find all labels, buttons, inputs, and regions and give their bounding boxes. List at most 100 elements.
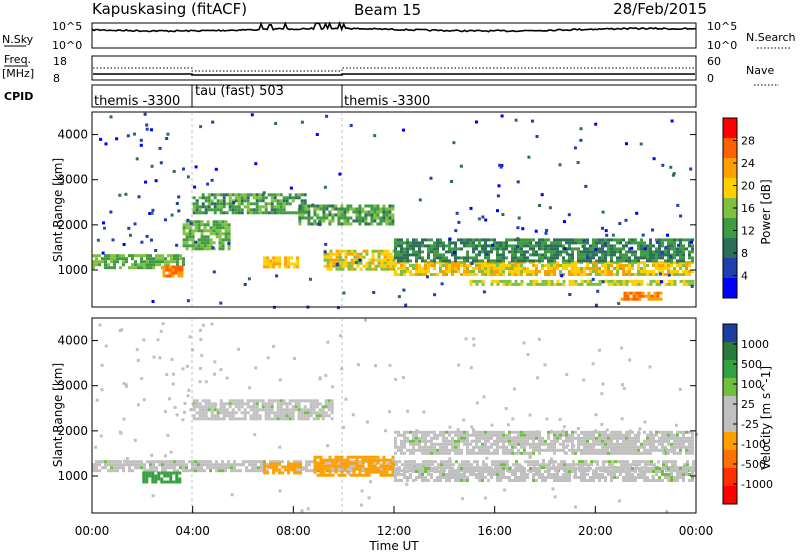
- echo-cell: [346, 219, 350, 223]
- echo-cell: [255, 193, 259, 197]
- echo-cell: [523, 241, 526, 245]
- echo-cell: [560, 463, 563, 467]
- echo-cell: [589, 436, 592, 440]
- echo-cell: [504, 407, 508, 410]
- echo-cell: [466, 250, 469, 254]
- echo-cell: [304, 204, 308, 208]
- echo-cell: [655, 267, 658, 270]
- echo-cell: [508, 270, 511, 273]
- echo-cell: [595, 238, 598, 242]
- colorbar-tick-label: 100: [741, 378, 762, 391]
- echo-cell: [640, 267, 643, 270]
- echo-cell: [361, 461, 365, 465]
- echo-cell: [496, 451, 499, 455]
- echo-cell: [370, 207, 374, 211]
- echo-cell: [341, 267, 345, 271]
- echo-cell: [667, 241, 670, 245]
- echo-cell: [374, 267, 378, 271]
- echo-cell: [331, 216, 335, 220]
- echo-cell: [249, 414, 253, 418]
- echo-cell: [553, 436, 556, 440]
- echo-cell: [550, 247, 553, 251]
- echo-cell: [658, 430, 661, 434]
- echo-cell: [547, 476, 550, 479]
- echo-cell: [652, 433, 655, 437]
- echo-cell: [556, 439, 559, 443]
- echo-cell: [478, 451, 481, 455]
- echo-cell: [544, 282, 548, 286]
- echo-cell: [358, 219, 362, 223]
- echo-cell: [219, 405, 223, 409]
- echo-cell: [394, 270, 397, 273]
- echo-cell: [601, 226, 604, 230]
- echo-cell: [516, 245, 520, 249]
- echo-cell: [197, 226, 201, 230]
- echo-cell: [182, 238, 186, 242]
- echo-cell: [538, 241, 541, 245]
- echo-cell: [385, 458, 389, 462]
- echo-cell: [293, 265, 297, 269]
- echo-cell: [288, 193, 292, 197]
- echo-cell: [353, 267, 357, 271]
- echo-cell: [433, 442, 436, 446]
- echo-cell: [637, 433, 640, 437]
- echo-cell: [391, 213, 395, 217]
- echo-cell: [685, 451, 688, 455]
- echo-cell: [172, 480, 176, 484]
- echo-cell: [305, 460, 308, 464]
- echo-cell: [403, 467, 406, 470]
- echo-cell: [472, 439, 475, 443]
- echo-cell: [195, 417, 199, 421]
- echo-cell: [628, 256, 631, 260]
- echo-cell: [502, 264, 505, 267]
- echo-cell: [590, 460, 593, 464]
- echo-cell: [547, 467, 550, 470]
- echo-cell: [478, 241, 481, 245]
- echo-cell: [181, 418, 185, 422]
- echo-cell: [526, 273, 529, 276]
- echo-cell: [163, 480, 167, 484]
- echo-cell: [421, 273, 424, 276]
- echo-cell: [563, 463, 566, 467]
- echo-cell: [500, 460, 503, 464]
- echo-cell: [520, 261, 523, 264]
- echo-cell: [294, 211, 298, 215]
- echo-cell: [161, 460, 164, 464]
- echo-cell: [643, 451, 646, 455]
- echo-cell: [553, 253, 556, 257]
- echo-cell: [532, 476, 535, 479]
- echo-cell: [391, 455, 395, 459]
- echo-cell: [322, 219, 326, 223]
- echo-cell: [224, 238, 228, 242]
- echo-cell: [430, 261, 433, 264]
- echo-cell: [496, 476, 499, 479]
- echo-cell: [325, 464, 329, 468]
- echo-cell: [270, 193, 274, 197]
- echo-cell: [95, 257, 98, 261]
- echo-cell: [532, 250, 535, 254]
- echo-cell: [496, 442, 499, 446]
- echo-cell: [589, 253, 592, 257]
- echo-cell: [598, 433, 601, 437]
- echo-cell: [264, 208, 268, 212]
- echo-cell: [582, 378, 586, 382]
- echo-cell: [613, 436, 616, 440]
- echo-cell: [591, 277, 595, 281]
- echo-cell: [403, 433, 406, 437]
- echo-cell: [625, 273, 628, 276]
- echo-cell: [427, 270, 430, 273]
- echo-cell: [263, 465, 267, 469]
- echo-cell: [649, 250, 652, 254]
- echo-cell: [598, 282, 602, 286]
- echo-cell: [421, 473, 424, 476]
- echo-cell: [639, 471, 643, 475]
- echo-cell: [448, 237, 452, 241]
- echo-cell: [140, 460, 143, 464]
- echo-cell: [326, 258, 330, 262]
- echo-cell: [272, 262, 276, 266]
- echo-cell: [559, 250, 562, 254]
- echo-cell: [442, 442, 445, 446]
- echo-cell: [433, 430, 436, 434]
- echo-cell: [616, 436, 619, 440]
- echo-cell: [550, 448, 553, 452]
